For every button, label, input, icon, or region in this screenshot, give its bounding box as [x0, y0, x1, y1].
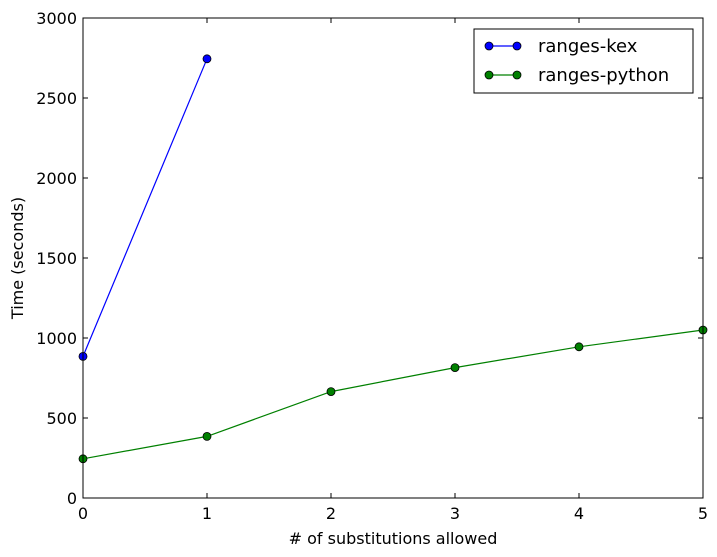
legend-label: ranges-kex [538, 36, 638, 57]
legend-marker [512, 70, 522, 80]
axis-ticks: 0 1 2 3 4 5 0 500 1000 1500 2000 2500 3000 [36, 9, 708, 523]
x-axis-title: # of substitutions allowed [289, 529, 498, 548]
y-tick-label: 2500 [36, 89, 77, 108]
y-tick-label: 0 [67, 489, 77, 508]
x-tick-label: 1 [202, 504, 212, 523]
legend-label: ranges-python [538, 65, 669, 86]
data-point-ranges-kex [202, 54, 212, 64]
series-line-ranges-kex [82, 58, 208, 357]
x-tick-label: 5 [698, 504, 708, 523]
legend-box [473, 28, 694, 94]
data-point-ranges-python [574, 342, 584, 352]
x-tick-label: 3 [450, 504, 460, 523]
y-tick-label: 1500 [36, 249, 77, 268]
series-line-ranges-python [82, 329, 704, 460]
y-tick-label: 3000 [36, 9, 77, 28]
legend-marker [484, 70, 494, 80]
y-tick-label: 1000 [36, 329, 77, 348]
data-point-ranges-python [202, 431, 212, 441]
x-tick-label: 2 [326, 504, 336, 523]
legend-marker [512, 41, 522, 51]
y-axis-title: Time (seconds) [8, 197, 27, 320]
data-point-ranges-python [450, 363, 460, 373]
x-tick-label: 0 [78, 504, 88, 523]
x-tick-label: 4 [574, 504, 584, 523]
y-tick-label: 500 [46, 409, 77, 428]
data-point-ranges-python [326, 387, 336, 397]
legend-marker [484, 41, 494, 51]
legend: ranges-kex ranges-python [473, 28, 694, 94]
y-tick-label: 2000 [36, 169, 77, 188]
